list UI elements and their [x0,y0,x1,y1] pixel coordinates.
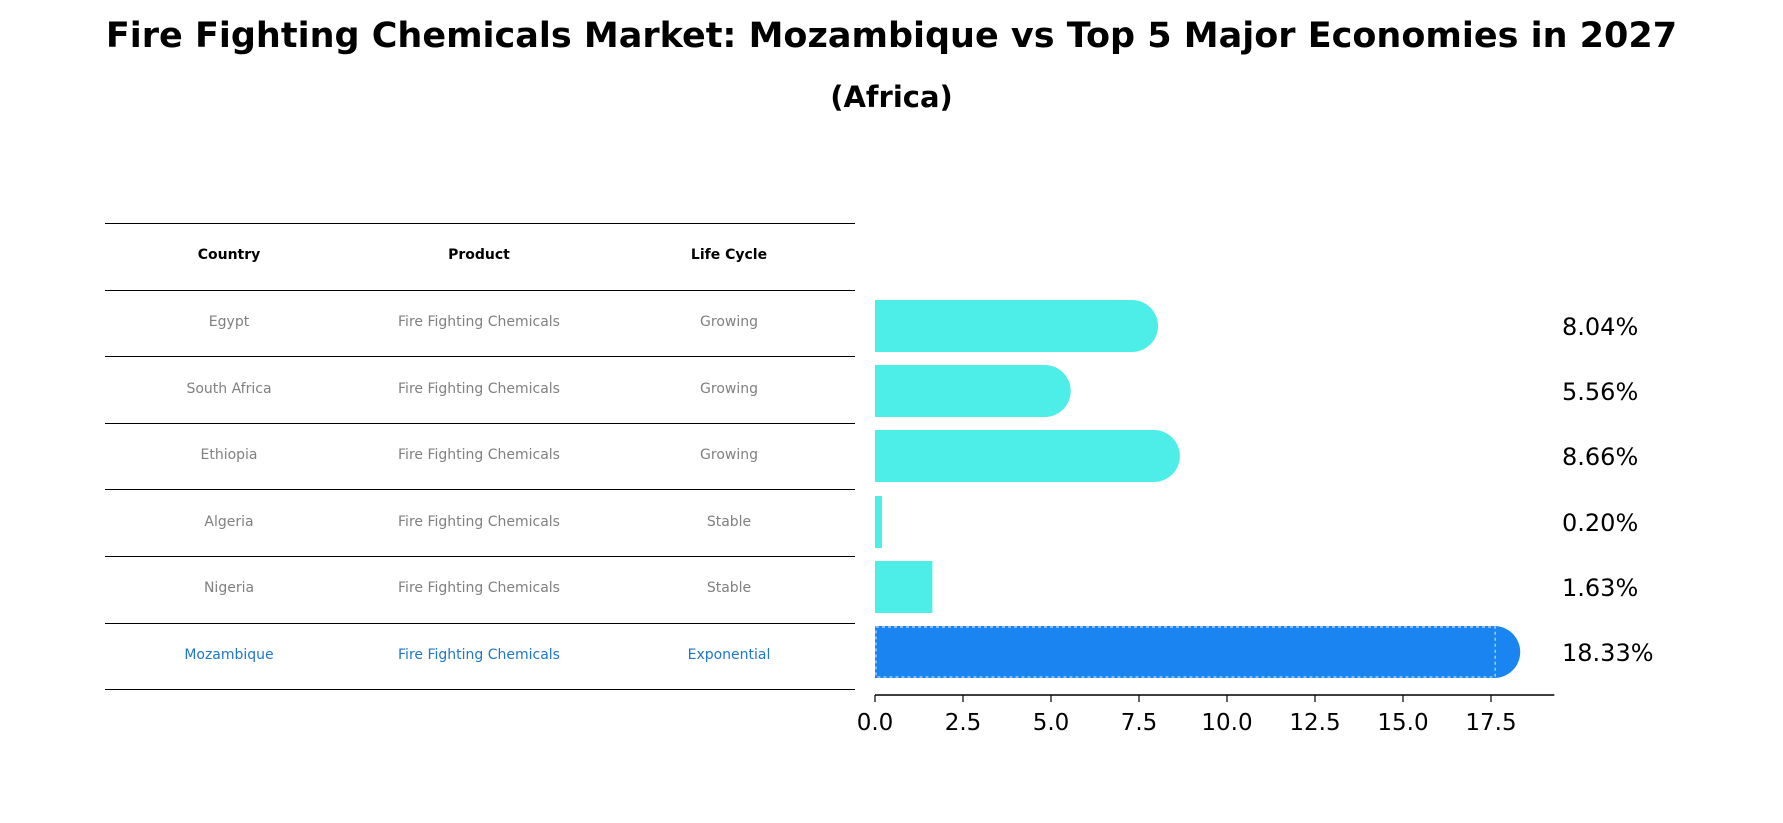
table-cell: Algeria [204,514,254,530]
table-rule [105,689,855,690]
table-rule [105,556,855,557]
x-tick-label: 15.0 [1377,710,1428,736]
table-cell: Fire Fighting Chemicals [398,381,560,397]
x-tick-label: 0.0 [857,710,894,736]
table-rule [105,290,855,291]
table-cell: Nigeria [203,580,255,596]
table-cell: Mozambique [184,647,274,663]
bar [875,430,1180,482]
table-cell: Stable [706,514,752,530]
x-tick-label: 5.0 [1033,710,1070,736]
bar [875,626,1521,678]
x-tick-label: 2.5 [945,710,982,736]
bar-highlight-outline [875,626,1496,678]
data-label: 1.63% [1562,574,1638,602]
chart-title: Fire Fighting Chemicals Market: Mozambiq… [105,16,1678,56]
table-rule [105,356,855,357]
table-cell: Exponential [687,647,771,663]
data-label: 8.04% [1562,313,1638,341]
table-rule [105,423,855,424]
chart-subtitle: (Africa) [830,80,953,114]
table-cell: Fire Fighting Chemicals [398,447,560,463]
table-rule [105,489,855,490]
bar [875,496,883,548]
table-cell: Fire Fighting Chemicals [398,314,560,330]
data-label: 18.33% [1562,639,1654,667]
table-header-cell: Life Cycle [690,247,768,263]
table-cell: Stable [706,580,752,596]
table-cell: Fire Fighting Chemicals [398,580,560,596]
table-cell: Growing [700,314,758,330]
bar [875,561,933,613]
table-header-cell: Product [448,247,510,263]
table-cell: Egypt [208,314,250,330]
table-cell: South Africa [186,381,272,397]
table-rule [105,623,855,624]
x-tick-label: 10.0 [1201,710,1252,736]
table-cell: Fire Fighting Chemicals [398,647,560,663]
table-cell: Ethiopia [200,447,258,463]
bar [875,300,1159,352]
table-rule [105,223,855,224]
data-label: 8.66% [1562,443,1638,471]
table-cell: Fire Fighting Chemicals [398,514,560,530]
data-label: 5.56% [1562,378,1638,406]
x-tick-label: 7.5 [1121,710,1158,736]
table-cell: Growing [700,381,758,397]
x-tick-label: 17.5 [1465,710,1516,736]
x-tick-label: 12.5 [1289,710,1340,736]
table-cell: Growing [700,447,758,463]
bar [875,365,1071,417]
table-header-cell: Country [197,247,261,263]
data-label: 0.20% [1562,509,1638,537]
